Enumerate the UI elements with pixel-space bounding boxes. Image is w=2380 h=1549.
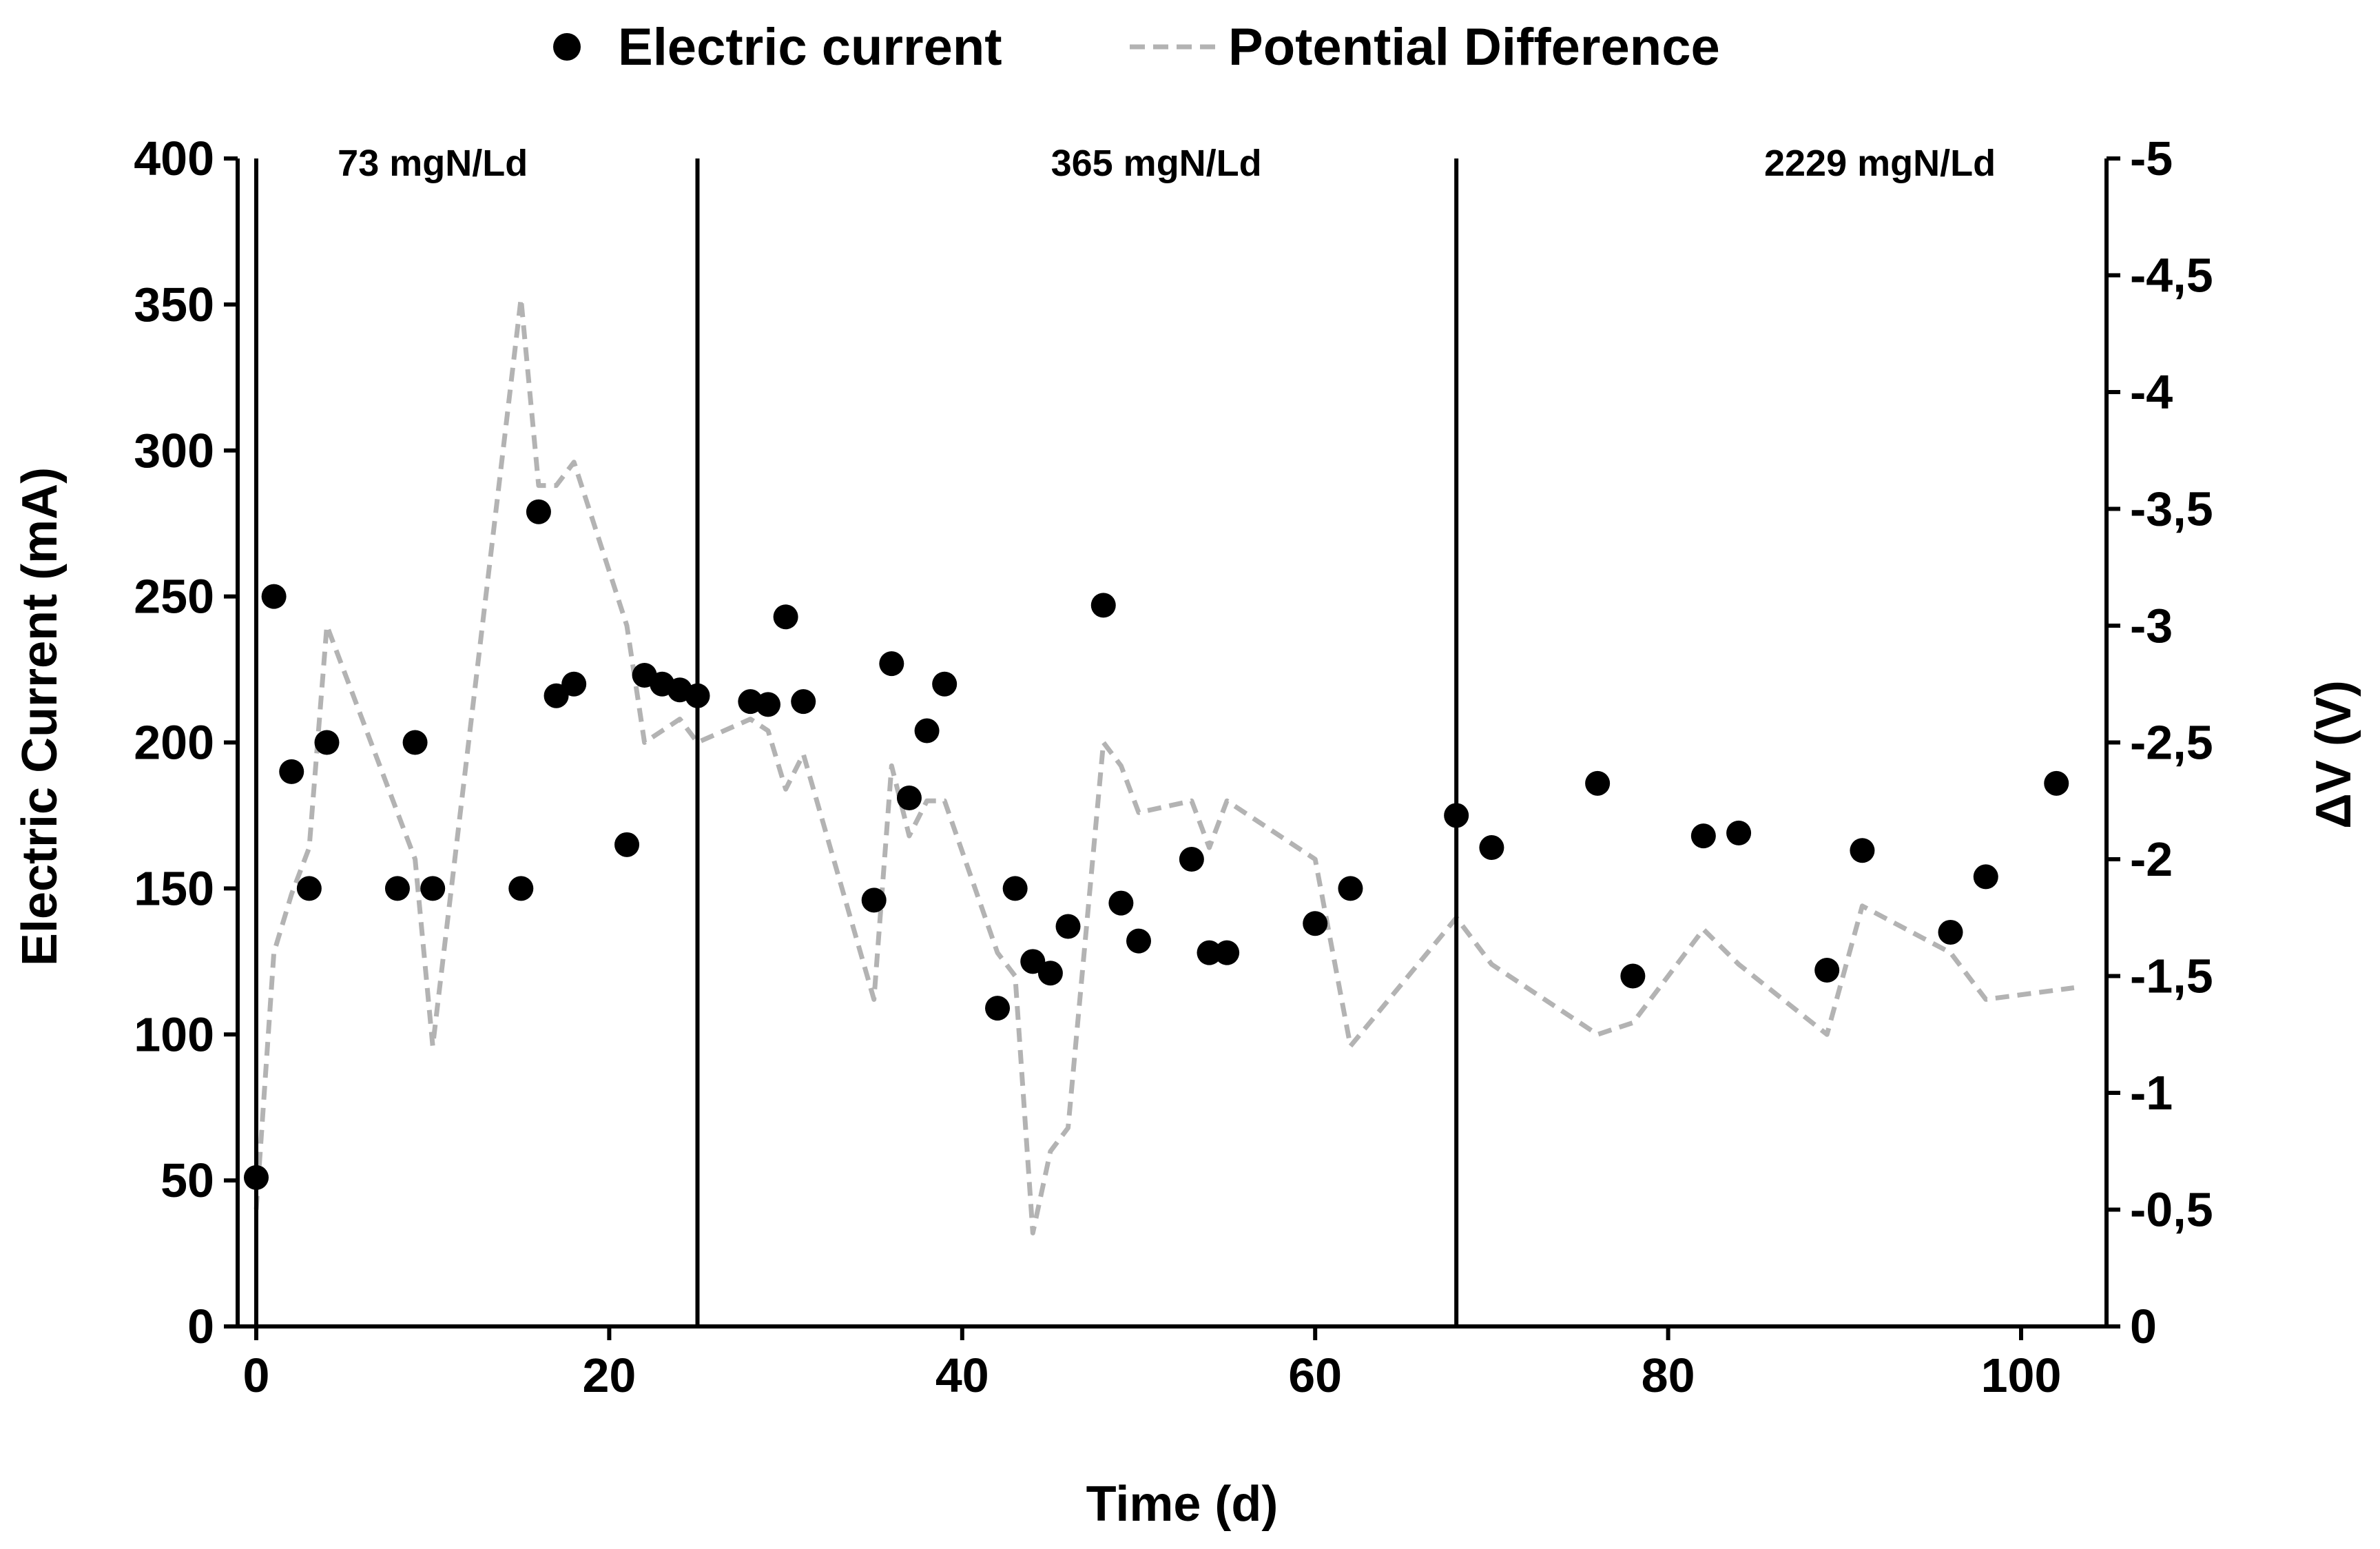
right-y-tick-label: 0 — [2130, 1300, 2157, 1353]
current-data-point — [1020, 949, 1046, 974]
right-y-axis-title: ΔV (V) — [2306, 680, 2361, 829]
left-y-tick-label: 400 — [134, 132, 214, 185]
left-y-tick-label: 150 — [134, 861, 214, 915]
current-data-point — [508, 876, 534, 901]
x-axis-title: Time (d) — [1086, 1477, 1279, 1532]
current-data-point — [526, 499, 551, 524]
current-data-point — [1338, 876, 1363, 901]
current-data-point — [1620, 963, 1646, 989]
phase-labels: 73 mgN/Ld 365 mgN/Ld 2229 mgN/Ld — [338, 143, 1996, 184]
current-data-point — [1726, 820, 1752, 845]
legend-current-label: Electric current — [618, 18, 1002, 76]
current-data-point — [420, 876, 446, 901]
x-tick-label: 20 — [582, 1348, 636, 1402]
current-data-point — [914, 718, 940, 743]
x-tick-label: 60 — [1288, 1348, 1342, 1402]
phase-label: 2229 mgN/Ld — [1764, 143, 1996, 184]
current-data-point — [1973, 864, 1998, 890]
current-data-point — [544, 683, 569, 708]
potential-difference-series — [253, 296, 2075, 1235]
current-data-point — [279, 759, 304, 784]
current-data-point — [1814, 958, 1840, 983]
phase-label: 73 mgN/Ld — [338, 143, 528, 184]
left-y-tick-label: 200 — [134, 716, 214, 770]
current-data-point — [1002, 876, 1028, 901]
current-data-point — [985, 996, 1011, 1021]
current-data-point — [896, 786, 922, 811]
left-y-tick-label: 50 — [161, 1153, 214, 1207]
phase-label: 365 mgN/Ld — [1051, 143, 1262, 184]
current-data-point — [314, 730, 340, 755]
current-data-point — [1479, 835, 1504, 861]
current-data-point — [879, 651, 904, 677]
right-y-tick-label: -0,5 — [2130, 1183, 2213, 1237]
left-y-tick-label: 350 — [134, 278, 214, 331]
legend-potential-label: Potential Difference — [1228, 18, 1720, 76]
x-tick-label: 40 — [935, 1348, 989, 1402]
right-y-tick-label: -5 — [2130, 132, 2173, 185]
current-data-point — [1690, 823, 1716, 849]
left-y-axis-title: Electric Current (mA) — [12, 467, 68, 966]
current-data-point — [561, 671, 587, 697]
right-y-tick-label: -1,5 — [2130, 950, 2213, 1003]
current-data-point — [614, 832, 640, 857]
current-data-point — [2044, 770, 2069, 796]
current-data-point — [932, 671, 958, 697]
left-y-tick-label: 300 — [134, 424, 214, 478]
right-y-tick-label: -3 — [2130, 599, 2173, 653]
right-y-tick-label: -3,5 — [2130, 482, 2213, 536]
current-data-point — [296, 876, 322, 901]
current-data-point — [791, 689, 816, 715]
phase-boundaries — [254, 158, 1459, 1326]
current-data-point — [1037, 961, 1063, 986]
axes — [224, 156, 2120, 1340]
current-data-point — [1055, 914, 1081, 939]
current-data-point — [1585, 770, 1611, 796]
current-data-point — [773, 604, 798, 630]
left-y-tick-label: 250 — [134, 570, 214, 624]
current-data-point — [384, 876, 410, 901]
current-data-point — [861, 888, 887, 913]
left-y-tick-label: 0 — [187, 1300, 214, 1353]
x-tick-label: 0 — [243, 1348, 270, 1402]
right-y-tick-label: -2,5 — [2130, 716, 2213, 770]
left-y-tick-label: 100 — [134, 1007, 214, 1061]
current-data-point — [1303, 911, 1328, 936]
current-data-point — [244, 1165, 269, 1190]
right-y-tick-label: -4,5 — [2130, 249, 2213, 302]
right-y-tick-label: -4 — [2130, 365, 2173, 419]
current-data-point — [261, 584, 287, 609]
current-data-point — [1108, 890, 1134, 916]
current-data-point — [1444, 803, 1469, 828]
right-y-tick-label: -2 — [2130, 832, 2173, 886]
current-data-point — [1126, 928, 1151, 954]
right-y-tick-label: -1 — [2130, 1066, 2173, 1120]
legend: Electric current Potential Difference — [553, 18, 1720, 76]
potential-difference-line — [253, 296, 2075, 1235]
x-tick-label: 80 — [1642, 1348, 1695, 1402]
current-data-point — [1214, 940, 1240, 965]
current-data-point — [1179, 847, 1204, 872]
legend-current-marker — [553, 33, 581, 61]
current-data-point — [1197, 940, 1222, 965]
current-data-point — [755, 692, 780, 717]
current-data-point — [1090, 593, 1116, 618]
electric-current-series — [244, 499, 2069, 1190]
current-data-point — [685, 683, 710, 708]
current-data-point — [1938, 919, 1963, 945]
tick-labels: 0501001502002503003504000-0,5-1-1,5-2-2,… — [134, 132, 2213, 1402]
x-tick-label: 100 — [1981, 1348, 2062, 1402]
current-data-point — [402, 730, 428, 755]
current-data-point — [1850, 838, 1875, 863]
